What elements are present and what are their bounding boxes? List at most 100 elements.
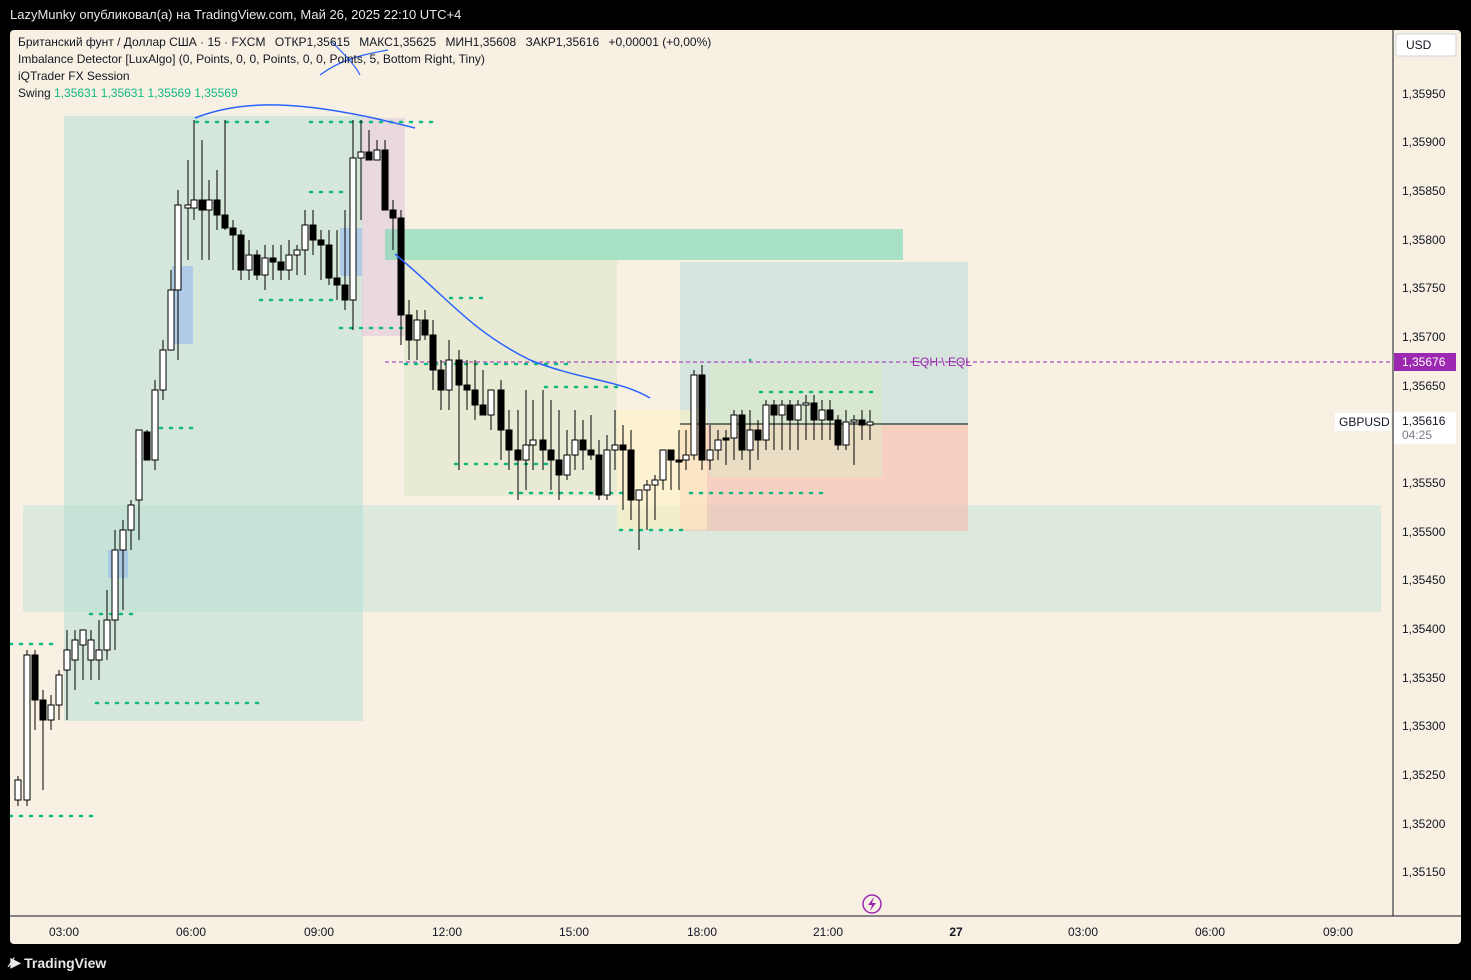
candle-body <box>643 484 651 491</box>
lightning-icon[interactable] <box>862 894 882 914</box>
candle-body <box>818 409 826 421</box>
price-tick: 1,35850 <box>1402 184 1446 198</box>
candle-body <box>333 277 341 286</box>
candle-body <box>205 199 213 211</box>
candle-body <box>167 289 175 351</box>
price-tick: 1,35250 <box>1402 768 1446 782</box>
time-tick: 18:00 <box>687 925 717 939</box>
candle-body <box>778 404 786 416</box>
candle-body <box>445 359 453 391</box>
open-label: ОТКР <box>274 35 307 49</box>
candle-body <box>810 402 818 421</box>
candle-body <box>221 214 229 229</box>
candle-body <box>659 449 667 481</box>
tradingview-logo[interactable]: ⁄▶ TradingView <box>10 954 106 971</box>
candle-body <box>746 429 754 451</box>
candle-body <box>421 319 429 336</box>
candle-body <box>834 419 842 446</box>
candle-body <box>786 404 794 421</box>
currency-label: USD <box>1406 38 1432 52</box>
candle-body <box>794 404 802 421</box>
time-ticks: 03:00 06:00 09:00 12:00 15:00 18:00 21:00 27 03:… <box>49 925 1353 939</box>
indicator-row-1: Imbalance Detector [LuxAlgo] (0, Points,… <box>18 52 485 66</box>
candle-body <box>365 151 373 161</box>
time-tick: 09:00 <box>1323 925 1353 939</box>
chart-legend: Британский фунт / Доллар США · 15 · FXCM… <box>18 34 711 102</box>
candle-body <box>159 349 167 391</box>
candle-body <box>667 449 675 461</box>
close-value: 1,35616 <box>555 35 600 49</box>
candle-body <box>14 779 22 801</box>
swing-levels <box>10 120 882 818</box>
chart-area[interactable]: EQH \ EQL USD 1,35950 1,35900 1,35850 1,358… <box>10 30 1461 944</box>
eqh-eql-label: EQH \ EQL <box>912 355 972 369</box>
publisher-line: LazyMunky опубликовал(а) на TradingView.… <box>10 7 462 22</box>
candle-body <box>389 209 397 219</box>
candle-body <box>79 629 87 646</box>
high-label: МАКС <box>359 35 393 49</box>
candle-body <box>381 149 389 211</box>
candle-body <box>341 284 349 301</box>
symbol-line: Британский фунт / Доллар США · 15 · FXCM <box>18 35 266 49</box>
candle-body <box>55 674 63 706</box>
candle-body <box>730 414 738 439</box>
price-tick: 1,35450 <box>1402 573 1446 587</box>
swing-row: Swing 1,35631 1,35631 1,35569 1,35569 <box>18 85 711 102</box>
price-tick: 1,35300 <box>1402 719 1446 733</box>
candle-body <box>405 314 413 341</box>
candle-body <box>539 439 547 451</box>
candle-body <box>866 421 874 426</box>
price-ticks: 1,35950 1,35900 1,35850 1,35800 1,35750 1,357… <box>1402 87 1446 879</box>
candle-body <box>571 439 579 456</box>
candle-body <box>514 449 522 461</box>
symbol-tag-bg <box>1335 413 1391 431</box>
time-tick: 06:00 <box>1195 925 1225 939</box>
time-tick: 03:00 <box>1068 925 1098 939</box>
candle-body <box>135 429 143 501</box>
candle-body <box>293 249 301 256</box>
candle-body <box>850 419 858 423</box>
price-chart[interactable]: EQH \ EQL USD 1,35950 1,35900 1,35850 1,358… <box>10 30 1461 944</box>
price-tick: 1,35950 <box>1402 87 1446 101</box>
candle-body <box>455 359 463 386</box>
time-tick: 09:00 <box>304 925 334 939</box>
candle-body <box>39 699 47 721</box>
price-tick: 1,35650 <box>1402 379 1446 393</box>
publisher-bar: LazyMunky опубликовал(а) на TradingView.… <box>0 0 1471 30</box>
candle-body <box>555 459 563 476</box>
candle-body <box>23 654 31 801</box>
candle-body <box>269 257 277 263</box>
candle-body <box>111 549 119 621</box>
time-tick: 06:00 <box>176 925 206 939</box>
drawn-curve-top <box>194 104 416 129</box>
time-tick: 12:00 <box>432 925 462 939</box>
price-tick: 1,35350 <box>1402 671 1446 685</box>
candles <box>14 120 874 806</box>
candle-body <box>397 217 405 316</box>
candle-body <box>529 439 537 446</box>
candle-body <box>285 254 293 271</box>
currency-button[interactable] <box>1395 33 1457 57</box>
candle-body <box>842 421 850 446</box>
candle-body <box>190 199 198 209</box>
close-label: ЗАКР <box>525 35 556 49</box>
low-value: 1,35608 <box>472 35 517 49</box>
candle-body <box>429 334 437 371</box>
candle-body <box>505 429 513 451</box>
candle-body <box>627 449 635 501</box>
candle-body <box>563 454 571 476</box>
time-tick: 03:00 <box>49 925 79 939</box>
candle-body <box>595 454 603 496</box>
time-tick: 27 <box>949 925 963 939</box>
candle-body <box>184 204 192 209</box>
candle-body <box>706 449 714 461</box>
legend-symbol-row: Британский фунт / Доллар США · 15 · FXCM… <box>18 34 711 51</box>
candle-body <box>127 504 135 531</box>
footer: ⁄▶ TradingView <box>0 944 1471 980</box>
indicator-row-2: iQTrader FX Session <box>18 69 130 83</box>
change-value: +0,00001 (+0,00%) <box>608 35 712 49</box>
swing-value-2: 1,35631 <box>100 86 145 100</box>
candle-body <box>611 444 619 451</box>
candle-body <box>261 257 269 276</box>
candle-body <box>579 439 587 451</box>
